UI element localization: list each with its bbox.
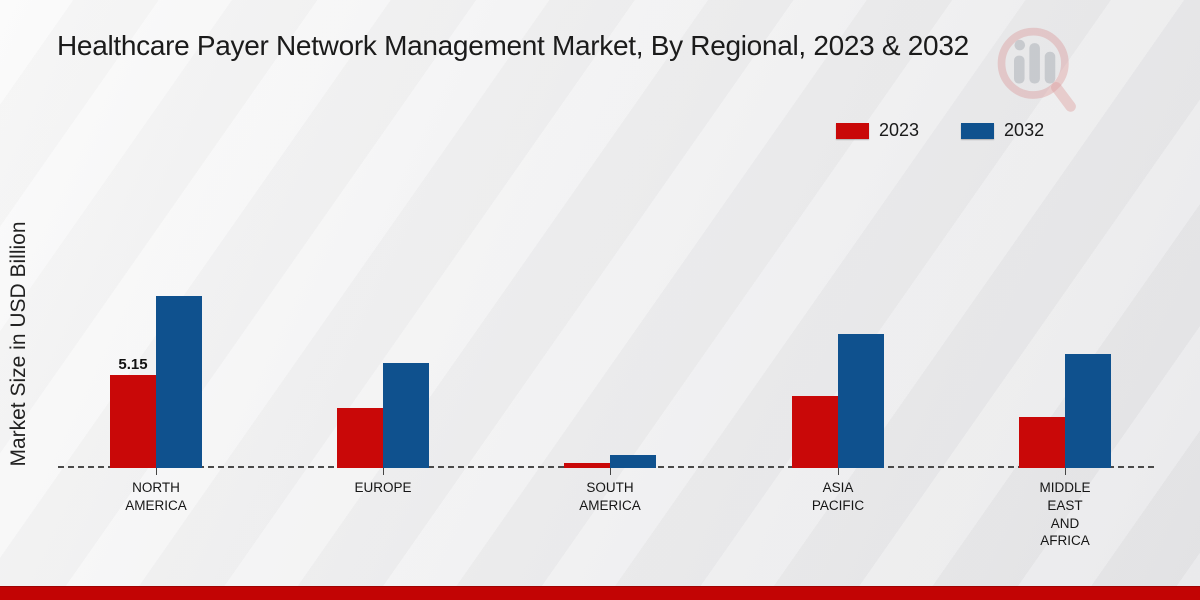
bar-2032-asia-pacific <box>838 334 884 468</box>
legend-label: 2023 <box>879 120 920 140</box>
y-axis-title: Market Size in USD Billion <box>7 221 30 467</box>
category-label: MIDDLE EAST AND AFRICA <box>1039 480 1091 549</box>
bar-2023-south-america <box>564 463 610 468</box>
x-axis-tick <box>156 468 157 475</box>
category-label: NORTH AMERICA <box>125 480 187 513</box>
bar-2023-asia-pacific <box>792 396 838 468</box>
category-label: SOUTH AMERICA <box>579 480 641 513</box>
bar-2032-south-america <box>610 455 656 468</box>
x-axis-tick <box>383 468 384 475</box>
x-axis-tick <box>838 468 839 475</box>
bar-2032-middle-east-and-africa <box>1065 354 1111 468</box>
bar-2023-north-america <box>110 375 156 468</box>
bar-value-label: 5.15 <box>118 356 148 373</box>
footer-accent-bar <box>0 586 1200 600</box>
legend-swatch-icon <box>836 122 869 139</box>
legend-item-2023: 2023 <box>836 120 919 141</box>
chart-title: Healthcare Payer Network Management Mark… <box>57 30 969 61</box>
magnifier-bars-logo-icon <box>997 27 1076 112</box>
legend-swatch-icon <box>961 122 995 139</box>
category-label: ASIA PACIFIC <box>811 480 865 513</box>
bar-2023-europe <box>337 408 383 468</box>
legend-label: 2032 <box>1004 120 1045 140</box>
legend-item-2032: 2032 <box>961 120 1044 141</box>
bar-2023-middle-east-and-africa <box>1019 417 1065 468</box>
bar-2032-north-america <box>156 296 202 468</box>
category-label: EUROPE <box>354 480 412 495</box>
x-axis-tick <box>610 468 611 475</box>
x-axis-tick <box>1065 468 1066 475</box>
legend: 2023 2032 <box>836 120 1044 141</box>
bar-2032-europe <box>383 363 429 468</box>
